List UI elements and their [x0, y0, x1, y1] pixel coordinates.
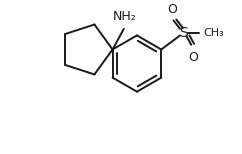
Text: O: O	[168, 3, 177, 16]
Text: O: O	[188, 51, 198, 64]
Text: NH₂: NH₂	[113, 10, 137, 23]
Text: CH₃: CH₃	[204, 28, 224, 38]
Text: S: S	[179, 26, 188, 40]
